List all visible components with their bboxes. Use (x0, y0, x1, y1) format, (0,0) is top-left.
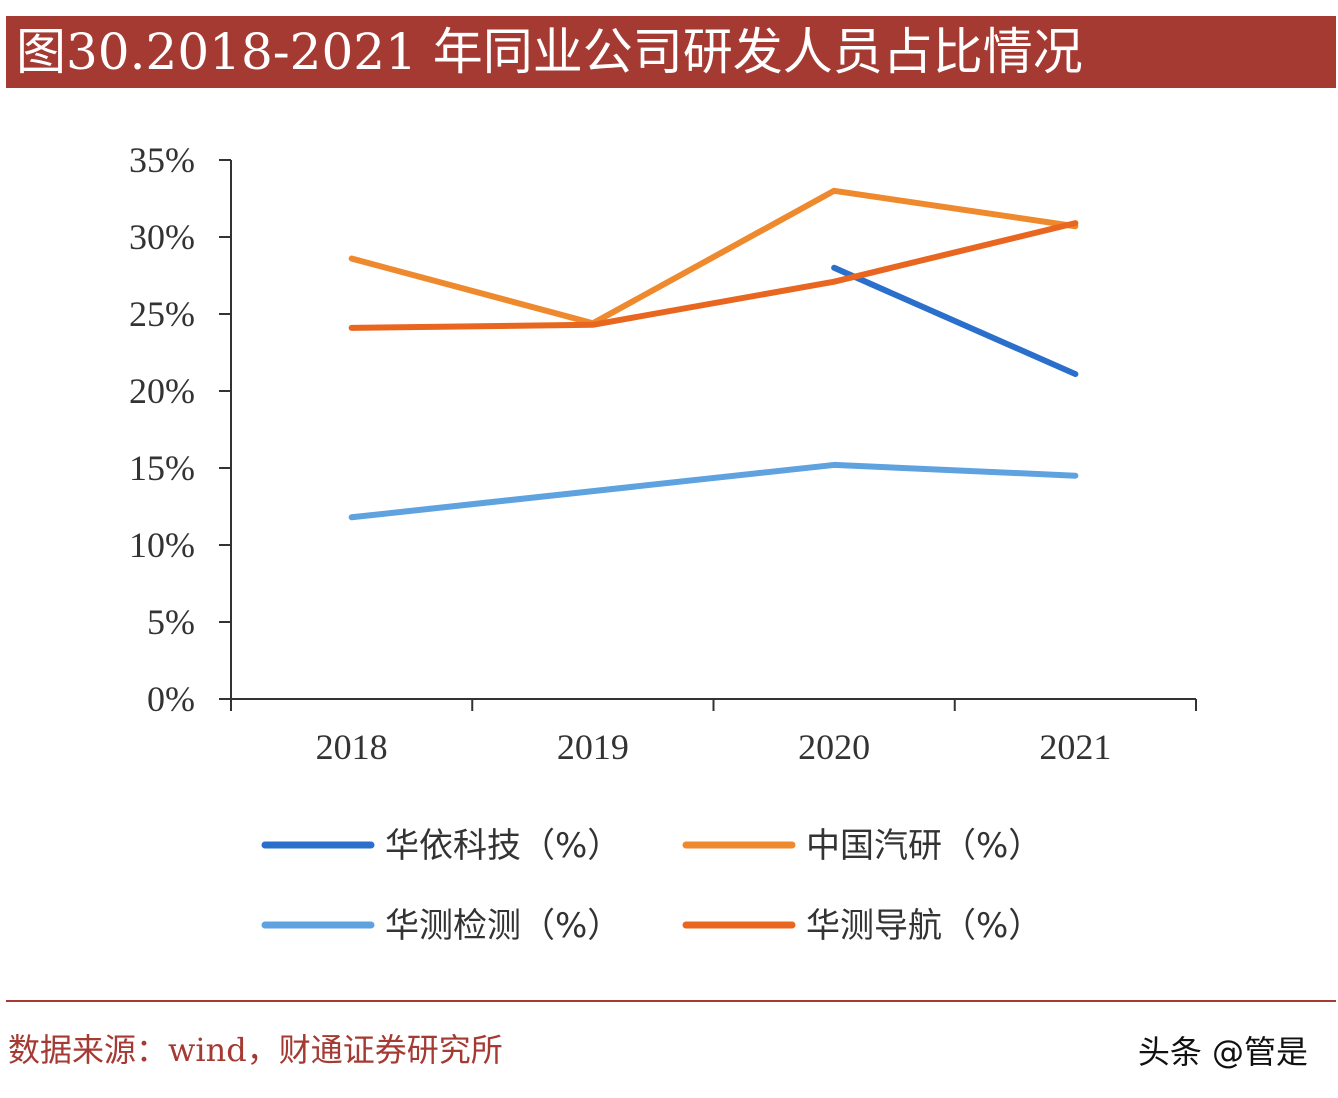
bottom-divider (6, 1000, 1336, 1002)
series-lines (348, 187, 1079, 521)
legend-label-2: 华测检测（%） (385, 906, 621, 946)
chart-title: 图30.2018-2021 年同业公司研发人员占比情况 (16, 23, 1083, 81)
y-tick-label: 25% (129, 294, 195, 334)
series-line-2 (348, 461, 1079, 521)
y-tick-label: 30% (129, 217, 195, 257)
line-chart: 0% 5% 10% 15% 20% 25% 30% 35% 2018 2019 2020 2021 华… (129, 140, 1197, 946)
legend-label-3: 华测导航（%） (806, 906, 1042, 946)
legend-label-0: 华依科技（%） (385, 826, 621, 866)
legend-label-1: 中国汽研（%） (806, 826, 1042, 866)
title-bar: 图30.2018-2021 年同业公司研发人员占比情况 (6, 16, 1336, 88)
source-note: 数据来源：wind，财通证券研究所 (8, 1031, 503, 1069)
x-tick-label: 2019 (557, 727, 629, 767)
x-tick-label: 2018 (316, 727, 388, 767)
series-line-3 (348, 220, 1079, 331)
series-line-1 (348, 187, 1079, 327)
y-tick-label: 0% (147, 679, 195, 719)
watermark: 头条 @管是 (1137, 1033, 1308, 1071)
y-tick-label: 20% (129, 371, 195, 411)
y-tick-label: 35% (129, 140, 195, 180)
x-tick-label: 2020 (798, 727, 870, 767)
y-tick-label: 10% (129, 525, 195, 565)
series-line-0 (831, 264, 1079, 378)
legend: 华依科技（%） 中国汽研（%） 华测检测（%） 华测导航（%） (261, 826, 1042, 946)
y-tick-label: 15% (129, 448, 195, 488)
y-tick-label: 5% (147, 602, 195, 642)
x-tick-label: 2021 (1039, 727, 1111, 767)
axes: 0% 5% 10% 15% 20% 25% 30% 35% 2018 2019 2020 2021 (129, 140, 1197, 767)
